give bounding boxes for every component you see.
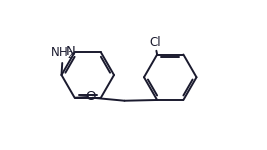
Text: Cl: Cl — [150, 36, 162, 48]
Text: O: O — [85, 90, 96, 104]
Text: N: N — [66, 45, 75, 58]
Text: NH$_2$: NH$_2$ — [50, 46, 74, 61]
